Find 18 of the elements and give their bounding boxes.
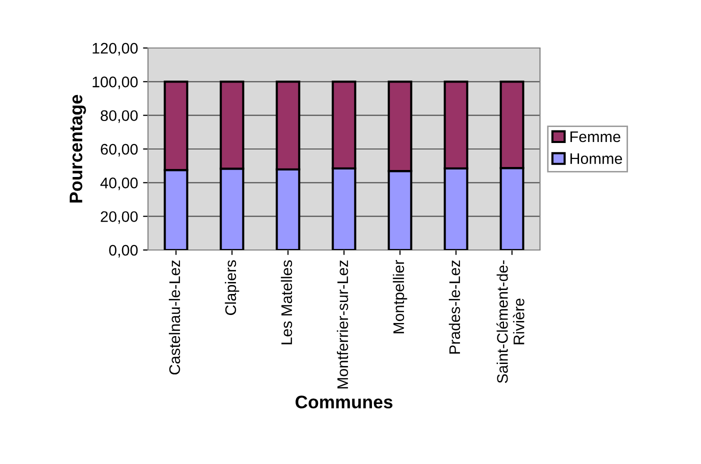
legend-label: Femme: [570, 132, 620, 142]
x-tick-label: Saint-Clément-de- Rivière: [496, 260, 524, 383]
y-tick-label: 120,00: [92, 42, 138, 56]
x-tick-label: Montpellier: [392, 260, 408, 334]
y-tick-label: 0,00: [109, 244, 138, 258]
legend-label: Homme: [570, 153, 622, 164]
y-tick-label: 80,00: [100, 110, 138, 123]
x-tick-label: Prades-le-Lez: [448, 260, 460, 354]
x-tick-label: Clapiers: [224, 260, 240, 315]
y-tick-label: 40,00: [100, 178, 138, 190]
y-tick-label: 20,00: [100, 211, 138, 224]
x-tick-label: Montferrier-sur-Lez: [336, 260, 348, 388]
y-tick-label: 100,00: [92, 76, 138, 90]
y-tick-label: 60,00: [100, 144, 138, 156]
x-tick-label: Les Matelles: [280, 260, 292, 344]
x-tick-label: Castelnau-le-Lez: [168, 260, 180, 374]
x-axis-title: Communes: [296, 396, 392, 408]
y-axis-title: Pourcentage: [70, 94, 86, 202]
